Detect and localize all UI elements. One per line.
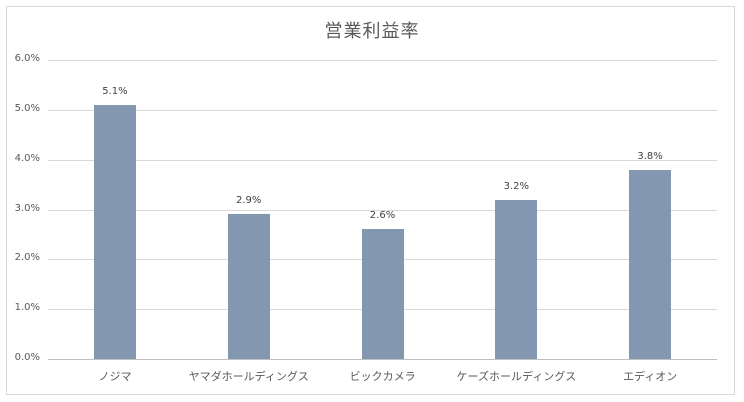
y-tick-label: 1.0% — [14, 302, 40, 314]
data-label: 5.1% — [102, 85, 128, 97]
plot-area: 5.1% 2.9% 2.6% 3.2% 3.8% — [48, 60, 717, 360]
x-tick-label: エディオン — [623, 370, 678, 383]
y-tick-label: 6.0% — [14, 53, 40, 64]
chart-title: 営業利益率 — [324, 21, 420, 42]
y-tick-label: 5.0% — [14, 102, 40, 114]
gridline — [48, 159, 717, 161]
bar — [227, 214, 270, 359]
x-tick-label: ヤマダホールディングス — [188, 370, 309, 383]
bar — [629, 169, 672, 359]
gridline — [48, 60, 717, 61]
data-label: 3.8% — [637, 150, 663, 162]
data-label: 2.6% — [369, 210, 396, 222]
y-tick-label: 3.0% — [14, 202, 40, 214]
y-tick-label: 4.0% — [14, 152, 40, 164]
data-label: 2.9% — [235, 195, 262, 207]
gridline — [48, 359, 717, 360]
y-tick-label: 2.0% — [14, 252, 40, 264]
bar — [361, 229, 404, 359]
bar — [495, 199, 538, 359]
y-tick-label: 0.0% — [14, 352, 40, 363]
x-tick-label: ノジマ — [98, 370, 132, 383]
data-label: 3.2% — [503, 180, 529, 192]
bar — [93, 104, 136, 359]
gridline — [48, 209, 717, 211]
gridline — [48, 109, 717, 111]
x-tick-label: ビックカメラ — [349, 370, 416, 383]
x-tick-label: ケーズホールディングス — [456, 370, 577, 383]
